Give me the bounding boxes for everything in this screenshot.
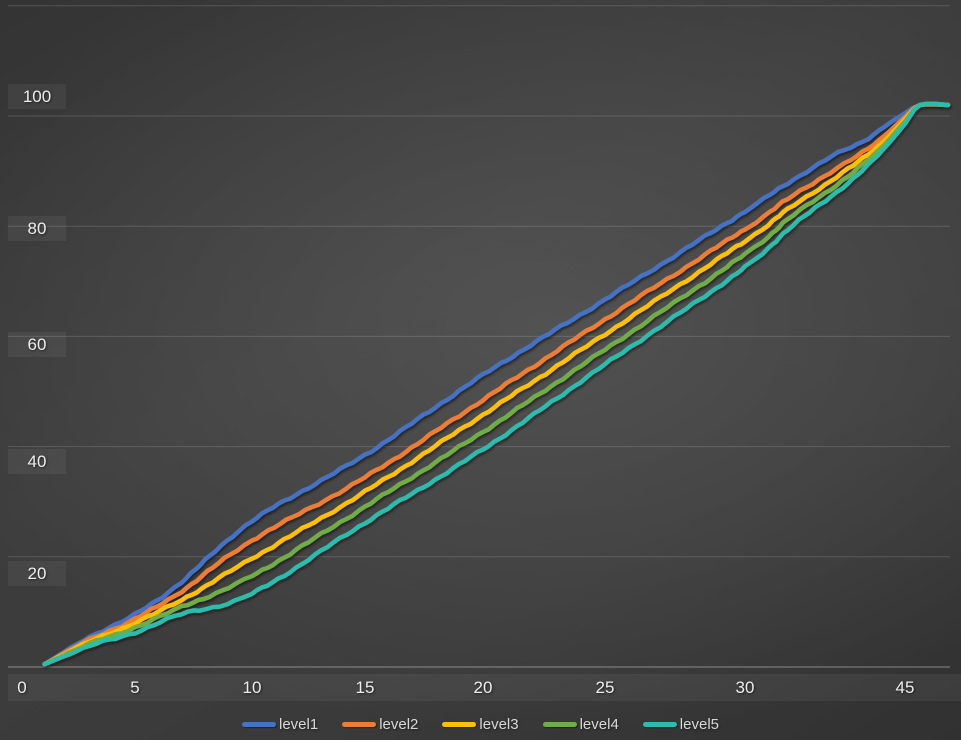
x-axis-band xyxy=(8,674,961,701)
legend-swatch-level3 xyxy=(442,721,477,727)
legend-swatch-level1 xyxy=(241,721,276,727)
legend-item-level4[interactable]: level4 xyxy=(542,715,619,733)
gridlines xyxy=(8,5,950,668)
x-axis-label-10: 10 xyxy=(242,678,262,697)
legend-swatch-level4 xyxy=(542,721,577,727)
y-axis-label-40: 40 xyxy=(8,448,66,474)
legend-item-level3[interactable]: level3 xyxy=(442,715,519,733)
series-line-level1[interactable] xyxy=(42,102,951,667)
legend-label-level2: level2 xyxy=(379,715,419,733)
series-line-level2[interactable] xyxy=(42,101,951,667)
x-axis-label-30: 30 xyxy=(735,678,755,697)
legend-label-level3: level3 xyxy=(479,715,519,733)
legend-item-level2[interactable]: level2 xyxy=(342,716,418,733)
chart-legend: level1 level2 level3 level4 level5 xyxy=(0,712,961,736)
legend-item-level1[interactable]: level1 xyxy=(241,715,319,733)
legend-item-level5[interactable]: level5 xyxy=(642,715,719,733)
x-axis-label-5: 5 xyxy=(130,678,140,697)
series-line-level3[interactable] xyxy=(42,101,951,667)
x-axis-label-20: 20 xyxy=(473,678,493,697)
series-line-level4[interactable] xyxy=(42,101,951,667)
y-axis-label-100: 100 xyxy=(8,83,66,109)
y-axis-label-20: 20 xyxy=(8,560,66,586)
x-axis-label-0: 0 xyxy=(17,678,27,697)
legend-label-level4: level4 xyxy=(579,715,619,733)
legend-label-level5: level5 xyxy=(679,715,719,733)
legend-swatch-level2 xyxy=(342,721,377,727)
x-axis-label-15: 15 xyxy=(355,678,375,697)
legend-swatch-level5 xyxy=(642,721,677,727)
x-axis-label-25: 25 xyxy=(595,678,615,697)
legend-label-level1: level1 xyxy=(278,715,319,733)
x-axis-label-45: 45 xyxy=(895,678,915,697)
series-line-level5[interactable] xyxy=(42,101,951,667)
y-axis-label-80: 80 xyxy=(8,215,66,241)
y-axis-label-60: 60 xyxy=(8,331,66,357)
